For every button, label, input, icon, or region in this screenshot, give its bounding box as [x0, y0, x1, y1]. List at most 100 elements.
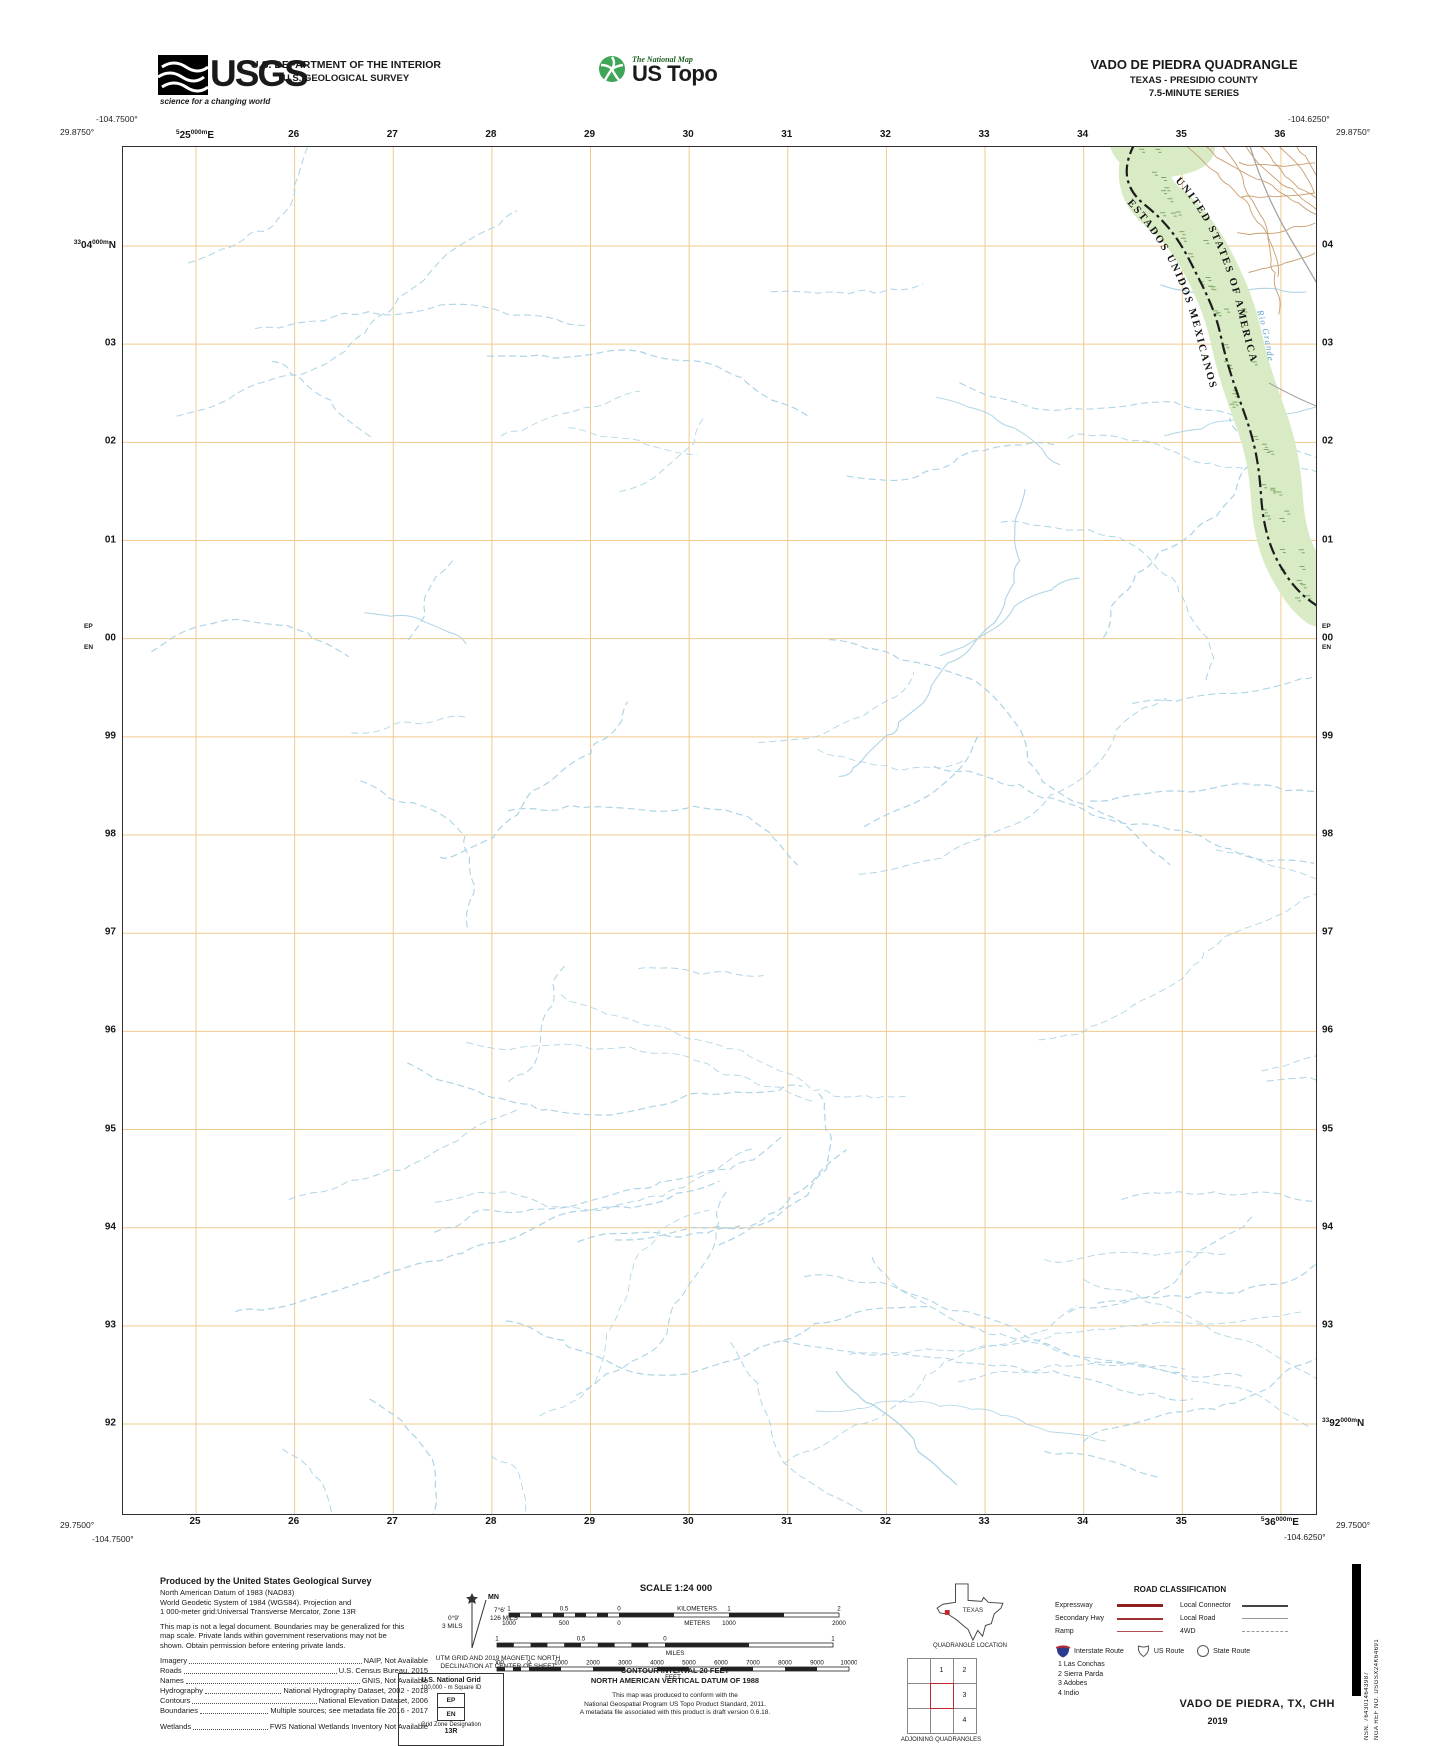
road-class-symbol — [1242, 1617, 1288, 1620]
quadrangle-title: VADO DE PIEDRA QUADRANGLE — [1090, 57, 1298, 72]
dotted-leader — [204, 1686, 282, 1694]
road-class-row: Ramp — [1055, 1625, 1180, 1638]
usng-gzd-label: Grid Zone Designation — [420, 1722, 482, 1728]
svg-text:1000: 1000 — [502, 1620, 516, 1627]
adjoining-quadrangles-caption: ADJOINING QUADRANGLES — [900, 1737, 982, 1743]
grid-northing-label: 02 — [1322, 435, 1334, 447]
adjoining-cell — [906, 1707, 931, 1734]
corner-coordinate-ne-longitude: -104.6250° — [1288, 114, 1330, 124]
grid-northing-label: 04 — [1322, 239, 1334, 251]
ustopo-product: US Topo — [632, 60, 718, 86]
datum-line: 1 000-meter grid:Universal Transverse Me… — [160, 1607, 356, 1616]
data-source-value: NAIP, Not Available — [363, 1656, 428, 1665]
road-class-symbol — [1242, 1604, 1288, 1607]
grid-easting-label: 34 — [1077, 129, 1089, 140]
utm-grid-lines — [123, 147, 1316, 1514]
corner-coordinate-se-latitude: 29.7500° — [1336, 1520, 1371, 1530]
svg-text:0.5: 0.5 — [577, 1636, 586, 1643]
grid-northing-label: 3304000mN — [73, 239, 116, 251]
state-route-circle-icon — [1197, 1645, 1210, 1657]
datum-line: World Geodetic System of 1984 (WGS84). P… — [160, 1597, 352, 1607]
grid-northing-label: 95 — [104, 1123, 116, 1135]
grid-easting-label: 28 — [485, 1516, 497, 1527]
adjoining-cell: 1 — [929, 1657, 954, 1684]
usng-square-top: EP — [438, 1694, 464, 1708]
grid-easting-label: 33 — [978, 1516, 990, 1527]
dotted-leader — [193, 1722, 268, 1730]
road-class-label: Local Road — [1180, 1615, 1216, 1622]
adjoining-cell — [906, 1682, 931, 1709]
map-canvas: UNITED STATES OF AMERICA ESTADOS UNIDOS … — [123, 147, 1316, 1514]
quad-location-marker — [944, 1610, 950, 1615]
data-source-row: Imagery NAIP, Not Available — [160, 1656, 428, 1666]
road-class-symbol — [1117, 1630, 1163, 1633]
svg-text:9000: 9000 — [810, 1660, 824, 1667]
data-source-value: National Elevation Dataset, 2006 — [318, 1696, 428, 1705]
quadrangle-heading: VADO DE PIEDRA QUADRANGLE TEXAS - PRESID… — [1044, 57, 1344, 99]
grid-northing-label: 96 — [104, 1024, 116, 1036]
road-class-row: Secondary Hwy — [1055, 1612, 1180, 1625]
dotted-leader — [185, 1676, 360, 1684]
corner-coordinate-ne-latitude: 29.8750° — [1336, 127, 1371, 137]
adjoining-legend-item: 4 Indio — [1058, 1689, 1080, 1697]
grid-easting-label: 25 — [189, 1516, 201, 1527]
road-class-row: Expressway — [1055, 1599, 1180, 1612]
data-source-row: Wetlands FWS National Wetlands Inventory … — [160, 1722, 428, 1732]
svg-text:7000: 7000 — [746, 1660, 760, 1667]
data-source-value: U.S. Census Bureau, 2015 — [338, 1666, 428, 1675]
interstate-route-label: Interstate Route — [1074, 1647, 1124, 1655]
svg-text:1: 1 — [507, 1606, 511, 1613]
svg-text:2000: 2000 — [832, 1620, 846, 1627]
data-source-row: Boundaries Multiple sources; see metadata… — [160, 1706, 428, 1716]
data-source-label: Names — [160, 1676, 184, 1685]
grid-easting-label: 29 — [583, 1516, 596, 1527]
grid-easting-label: 536000mE — [1260, 1516, 1299, 1528]
grid-easting-label: 525000mE — [175, 129, 215, 141]
data-source-label: Boundaries — [160, 1706, 198, 1715]
grid-northing-label: 94 — [1322, 1221, 1334, 1233]
department-heading: U.S. DEPARTMENT OF THE INTERIOR U.S. GEO… — [236, 59, 456, 84]
adjoining-cell: 3 — [952, 1682, 977, 1709]
usng-square-id: EP EN — [437, 1693, 465, 1721]
adjoining-legend-item: 3 Adobes — [1058, 1680, 1088, 1687]
national-map-brand: The National Map — [632, 54, 693, 64]
riparian-vegetation-band — [1118, 147, 1316, 627]
declination-diagram: MN 7°6' 126 MILS 0°9' 3 MILS — [442, 1593, 518, 1649]
grid-northing-label: 99 — [104, 730, 116, 742]
road-class-label: Secondary Hwy — [1055, 1615, 1105, 1622]
dotted-leader — [199, 1706, 269, 1714]
grid-easting-label: 27 — [386, 129, 398, 140]
data-source-row: Roads U.S. Census Bureau, 2015 — [160, 1666, 428, 1676]
adjoining-cell: 4 — [952, 1707, 977, 1734]
usng-gzd-value: 13R — [444, 1728, 458, 1735]
road-class-row: Local Connector — [1180, 1599, 1305, 1612]
svg-text:0: 0 — [617, 1620, 621, 1627]
data-source-row: Contours National Elevation Dataset, 2006 — [160, 1696, 428, 1706]
gn-mils: 3 MILS — [442, 1623, 463, 1630]
grid-northing-label: 00 — [104, 632, 116, 644]
grid-northing-label: 92 — [104, 1417, 116, 1429]
grid-northing-label: 02 — [104, 435, 116, 447]
state-route-label: State Route — [1213, 1647, 1251, 1655]
grid-easting-label: 31 — [781, 129, 793, 140]
mn-mils: 126 MILS — [490, 1615, 518, 1622]
grid-northing-label: 98 — [104, 828, 116, 840]
usng-square-bottom: EN — [446, 1711, 456, 1718]
grid-easting-label: 30 — [682, 1516, 694, 1527]
sheet-year: 2019 — [1207, 1716, 1228, 1726]
datum-line: North American Datum of 1983 (NAD83) — [160, 1588, 295, 1597]
grid-easting-label: 29 — [583, 129, 596, 140]
national-map-pinwheel-icon — [599, 56, 625, 82]
usng-title: U.S. National Grid — [421, 1677, 481, 1684]
quad-location-caption: QUADRANGLE LOCATION — [933, 1643, 1007, 1649]
svg-text:2: 2 — [837, 1606, 841, 1613]
conformance-notes: This map was produced to conform with th… — [460, 1692, 890, 1718]
true-north-star-icon — [466, 1593, 478, 1604]
data-source-value: FWS National Wetlands Inventory Not Avai… — [269, 1722, 428, 1731]
adjoining-cell — [929, 1707, 954, 1734]
grid-easting-label: 31 — [781, 1516, 793, 1527]
en-label: EN — [84, 643, 94, 651]
usng-box: U.S. National Grid 100,000 - m Square ID… — [398, 1673, 504, 1746]
data-source-value: Multiple sources; see metadata file 2016… — [270, 1706, 428, 1715]
international-boundary-line — [1125, 147, 1316, 607]
